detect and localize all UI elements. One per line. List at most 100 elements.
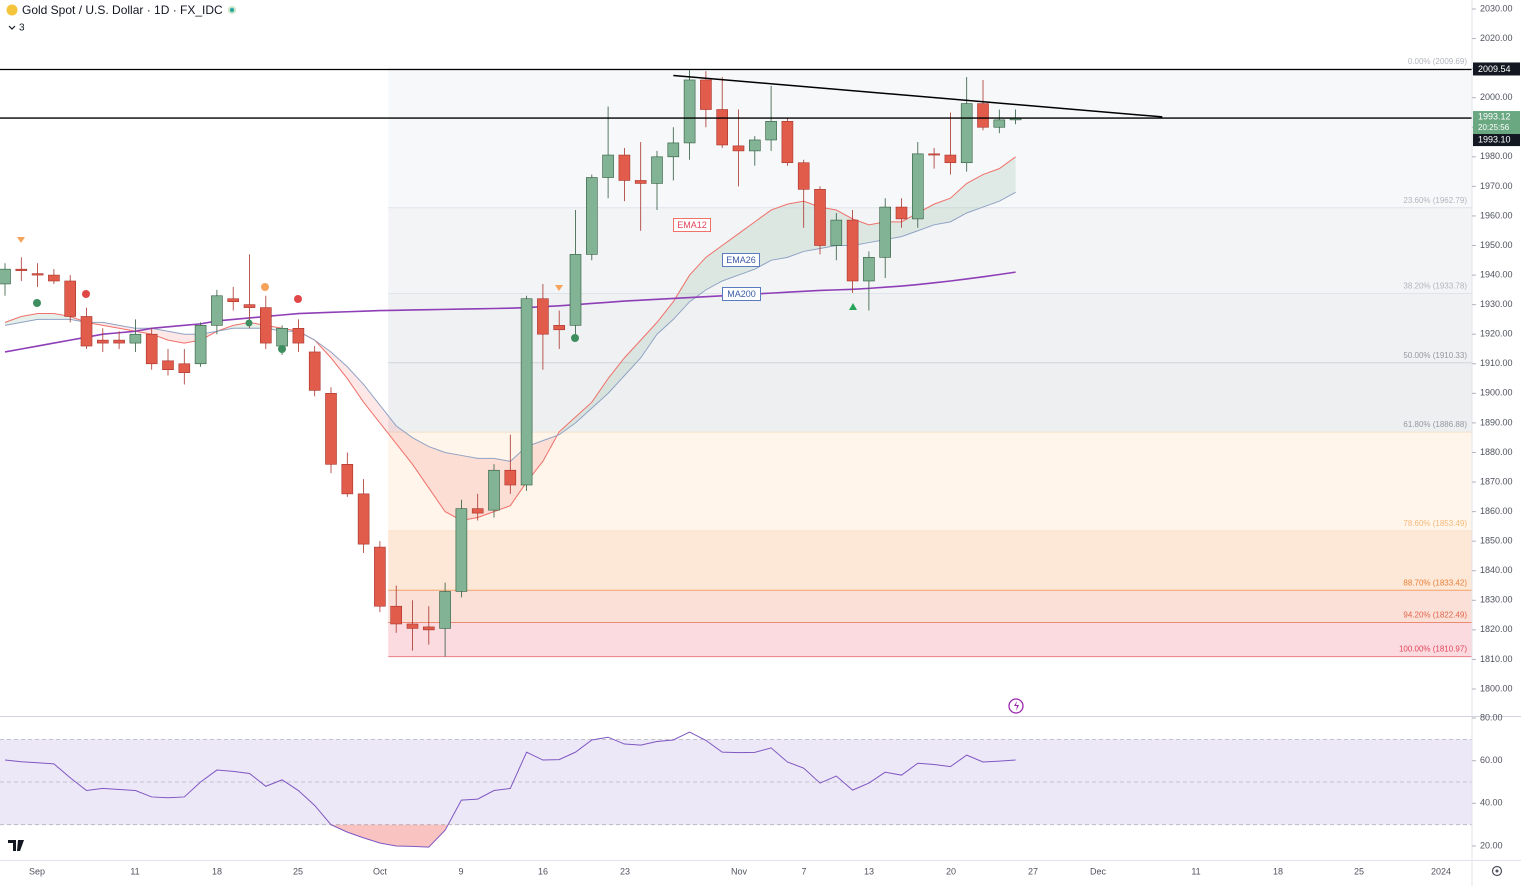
candle-body bbox=[145, 333, 158, 365]
candle-body bbox=[602, 154, 614, 178]
ema-cloud bbox=[608, 357, 625, 394]
ema-cloud bbox=[233, 322, 250, 329]
candle-body bbox=[716, 109, 729, 146]
symbol-title: Gold Spot / U.S. Dollar · 1D · FX_IDC bbox=[22, 3, 223, 17]
candle-body bbox=[0, 268, 11, 285]
logo bbox=[8, 840, 24, 851]
x-tick-label: Oct bbox=[373, 866, 388, 876]
fib-label: 38.20% (1933.78) bbox=[1403, 282, 1467, 291]
fib-label: 50.00% (1910.33) bbox=[1403, 351, 1467, 360]
candle-body bbox=[520, 298, 533, 486]
x-tick-label: 13 bbox=[864, 866, 874, 876]
fib-zone bbox=[388, 590, 1472, 623]
y-tick-label: 1840.00 bbox=[1480, 565, 1513, 575]
candle-body bbox=[243, 304, 256, 308]
candle-body bbox=[48, 274, 60, 282]
candle-body bbox=[928, 153, 940, 156]
candle-body bbox=[781, 121, 794, 164]
event-icon[interactable] bbox=[1008, 698, 1024, 714]
fib-zone bbox=[388, 530, 1472, 591]
y-tick-label: 1910.00 bbox=[1480, 358, 1513, 368]
rsi-y-tick-label: 80.00 bbox=[1480, 712, 1503, 722]
y-tick-label: 1820.00 bbox=[1480, 624, 1513, 634]
ema-cloud bbox=[151, 328, 168, 341]
fib-zone bbox=[388, 622, 1472, 657]
candle-body bbox=[64, 280, 76, 317]
signal-dot bbox=[33, 299, 41, 307]
line-labels: EMA12 EMA26 MA200 bbox=[673, 218, 761, 301]
signal-markers bbox=[17, 237, 857, 353]
candle-body bbox=[569, 254, 582, 326]
candle-body bbox=[374, 546, 386, 607]
fib-zone bbox=[388, 293, 1472, 363]
candle-body bbox=[292, 328, 305, 344]
ema-cloud bbox=[950, 183, 967, 222]
candle-body bbox=[259, 307, 272, 344]
x-tick-label: Sep bbox=[29, 866, 45, 876]
candle-body bbox=[765, 121, 777, 141]
fib-label: 100.00% (1810.97) bbox=[1399, 645, 1467, 654]
settings-icon[interactable] bbox=[1491, 865, 1503, 877]
y-tick-label: 1870.00 bbox=[1480, 476, 1513, 486]
candle-body bbox=[341, 464, 354, 495]
signal-dot bbox=[245, 319, 253, 327]
ma200-label: MA200 bbox=[727, 289, 756, 299]
candle-body bbox=[977, 103, 989, 128]
y-tick-label: 1890.00 bbox=[1480, 417, 1513, 427]
ema12-label-box bbox=[673, 218, 711, 232]
header: Gold Spot / U.S. Dollar · 1D · FX_IDC 3 bbox=[6, 3, 236, 34]
candle-body bbox=[960, 103, 973, 164]
candle-body bbox=[748, 139, 761, 152]
x-tick-label: 16 bbox=[538, 866, 548, 876]
y-tick-label: 1830.00 bbox=[1480, 595, 1513, 605]
signal-dot bbox=[294, 295, 302, 303]
series-line bbox=[4, 156, 1016, 522]
y-tick-label: 1880.00 bbox=[1480, 447, 1513, 457]
y-tick-label: 1940.00 bbox=[1480, 269, 1513, 279]
candle-body bbox=[194, 325, 207, 365]
fib-label: 88.70% (1833.42) bbox=[1403, 578, 1467, 587]
collapse-chevron[interactable] bbox=[8, 25, 16, 30]
rsi-y-tick-label: 60.00 bbox=[1480, 755, 1503, 765]
ma200-label-box bbox=[722, 287, 761, 301]
y-tick-label: 1900.00 bbox=[1480, 388, 1513, 398]
price-tag-label: 1993.10 bbox=[1478, 134, 1511, 144]
candle-body bbox=[178, 363, 191, 373]
candle-body bbox=[618, 154, 631, 181]
ema-cloud bbox=[966, 174, 983, 213]
ema-cloud bbox=[102, 322, 120, 329]
candle-body bbox=[80, 316, 93, 347]
candle-body bbox=[814, 189, 826, 246]
ema-cloud bbox=[461, 455, 478, 521]
x-tick-label: 18 bbox=[212, 866, 222, 876]
ema-cloud bbox=[657, 301, 674, 335]
candle-body bbox=[276, 328, 288, 347]
y-tick-label: 1800.00 bbox=[1480, 683, 1513, 693]
ema-cloud bbox=[983, 168, 1000, 208]
candle-body bbox=[211, 295, 223, 326]
x-tick-label: 23 bbox=[620, 866, 630, 876]
x-tick-label: 11 bbox=[130, 866, 139, 876]
candle-body bbox=[504, 469, 517, 486]
candle-body bbox=[651, 156, 663, 184]
fib-zone bbox=[388, 362, 1472, 433]
signal-triangle bbox=[555, 285, 563, 291]
y-tick-label: 1920.00 bbox=[1480, 329, 1513, 339]
y-tick-label: 1980.00 bbox=[1480, 151, 1513, 161]
x-tick-label: 25 bbox=[293, 866, 303, 876]
ema-cloud bbox=[37, 313, 54, 320]
candle-body bbox=[357, 493, 370, 545]
x-tick-label: 25 bbox=[1354, 866, 1364, 876]
countdown-label: 20:25:56 bbox=[1478, 123, 1510, 132]
price-pane bbox=[0, 68, 1472, 657]
ema-cloud bbox=[445, 452, 462, 521]
rsi-line bbox=[4, 731, 1016, 848]
rsi-y-tick-label: 40.00 bbox=[1480, 798, 1503, 808]
ema-cloud bbox=[999, 156, 1016, 202]
ema-cloud bbox=[640, 322, 657, 358]
y-tick-label: 2030.00 bbox=[1480, 3, 1513, 13]
candle-body bbox=[732, 145, 745, 152]
fib-zone bbox=[388, 432, 1472, 531]
candle-body bbox=[911, 153, 924, 220]
